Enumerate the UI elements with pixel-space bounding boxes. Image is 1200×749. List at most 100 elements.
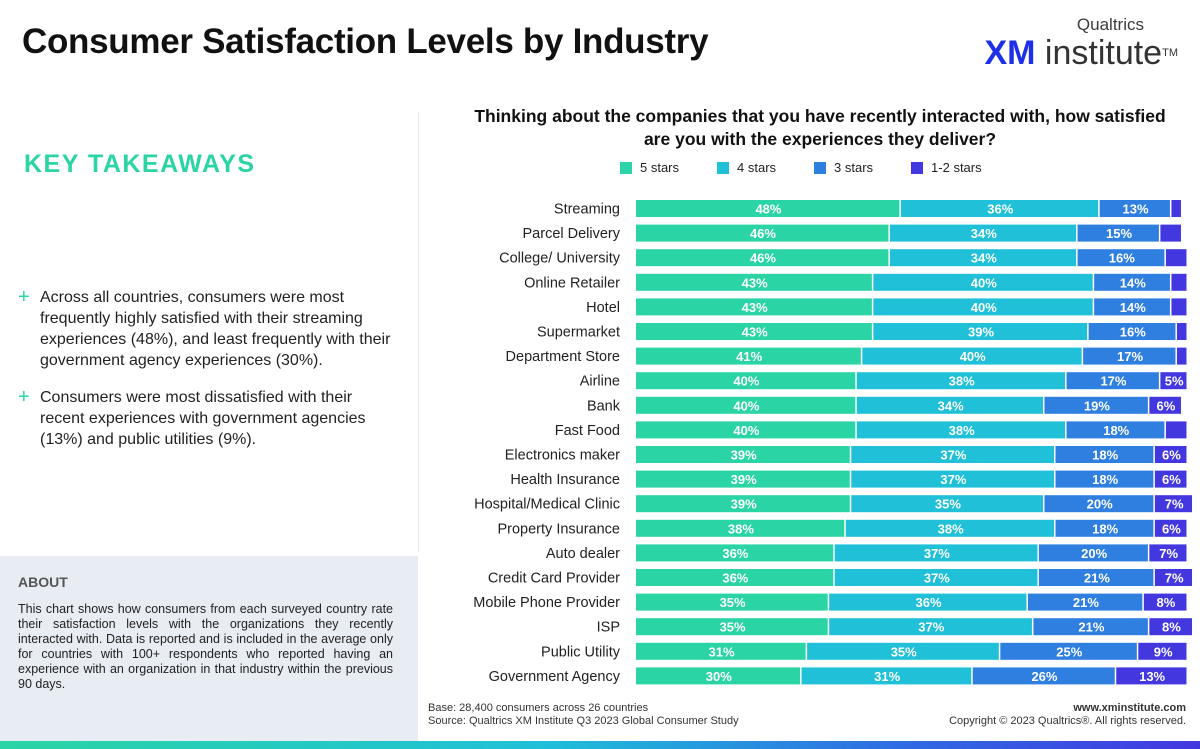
data-label: 17% [1117,349,1143,364]
category-label: Auto dealer [546,546,620,562]
bar-segment [1055,446,1154,463]
bar-segment [1160,224,1181,242]
bar-segment [807,642,999,660]
about-panel: ABOUT This chart shows how consumers fro… [0,556,418,741]
legend-item-3-stars: 3 stars [814,160,873,175]
data-label: 36% [722,546,748,561]
data-label: 35% [935,497,961,512]
data-label: 40% [960,349,986,364]
data-label: 48% [755,202,781,217]
key-takeaways-title: KEY TAKEAWAYS [24,150,256,178]
data-label: 5% [1165,374,1184,389]
data-label: 38% [938,521,964,536]
bar-segment [856,372,1066,390]
legend-label: 1-2 stars [931,160,982,175]
legend-label: 3 stars [834,160,874,175]
data-label: 17% [1100,374,1126,389]
bar-segment [856,421,1066,439]
footer-source: Base: 28,400 consumers across 26 countri… [428,702,739,728]
bar-segment [636,200,900,217]
data-label: 18% [1103,423,1129,438]
bar-segment [1154,446,1187,463]
bar-segment [1160,372,1187,390]
data-label: 35% [720,595,746,610]
page-title: Consumer Satisfaction Levels by Industry [22,22,709,61]
legend-label: 4 stars [737,160,777,175]
category-label: Public Utility [541,644,621,660]
data-label: 36% [916,595,942,610]
bar-segment [1176,323,1187,340]
bar-segment [873,323,1088,340]
category-label: Mobile Phone Provider [473,595,620,611]
category-label: Hotel [586,300,620,316]
legend-swatch [814,161,827,174]
plus-icon: + [18,286,30,308]
data-label: 20% [1087,497,1113,512]
bar-segment [636,593,828,611]
legend-swatch [717,161,730,174]
bar-segment [889,224,1077,242]
data-label: 6% [1162,448,1181,463]
bar-segment [1038,544,1148,562]
bar-segment [889,249,1077,267]
bar-segment [636,298,872,316]
bar-segment [636,446,850,463]
about-title: ABOUT [18,574,68,590]
data-label: 21% [1084,571,1110,586]
bar-segment [636,470,850,488]
bar-segment [1165,249,1187,267]
data-label: 36% [722,571,748,586]
data-label: 21% [1078,620,1104,635]
data-label: 16% [1109,251,1135,266]
bar-segment [636,618,828,636]
bar-segment [1149,544,1187,562]
data-label: 7% [1159,546,1178,561]
data-label: 6% [1162,472,1181,487]
bar-segment [636,667,801,685]
category-label: Airline [580,374,620,390]
bar-segment [1044,495,1154,513]
bar-segment [1171,200,1181,217]
section-divider [418,112,419,552]
data-label: 13% [1139,669,1165,684]
data-label: 40% [733,398,759,413]
data-label: 34% [971,251,997,266]
data-label: 36% [987,202,1013,217]
data-label: 39% [731,472,757,487]
bar-segment [1143,593,1187,611]
category-label: Property Insurance [497,521,620,537]
logo-word: institute [1044,34,1163,72]
bar-segment [1066,421,1165,439]
data-label: 31% [709,644,735,659]
data-label: 40% [971,300,997,315]
data-label: 19% [1084,398,1110,413]
data-label: 39% [968,325,994,340]
bar-segment [636,421,856,439]
data-label: 31% [874,669,900,684]
bar-segment [1077,249,1165,267]
bar-segment [1088,323,1176,340]
bar-segment [636,495,850,513]
bar-segment [1000,642,1137,660]
takeaways-list: + Across all countries, consumers were m… [18,287,398,466]
bar-segment [636,372,856,390]
category-label: Department Store [506,349,620,365]
bar-segment [1027,593,1143,611]
bar-segment [636,544,834,562]
data-label: 43% [742,325,768,340]
bar-segment [900,200,1099,217]
data-label: 38% [949,374,975,389]
bar-segment [1154,569,1193,586]
data-label: 16% [1120,325,1146,340]
data-label: 15% [1106,226,1132,241]
category-label: ISP [597,620,620,636]
bar-segment [1055,470,1154,488]
data-label: 43% [742,300,768,315]
data-label: 26% [1031,669,1057,684]
bar-segment [1171,273,1187,291]
legend-label: 5 stars [640,160,680,175]
footer-url[interactable]: www.xminstitute.com [1073,702,1186,714]
bar-segment [1094,273,1170,291]
bar-segment [1154,519,1187,537]
category-label: Supermarket [537,325,620,341]
